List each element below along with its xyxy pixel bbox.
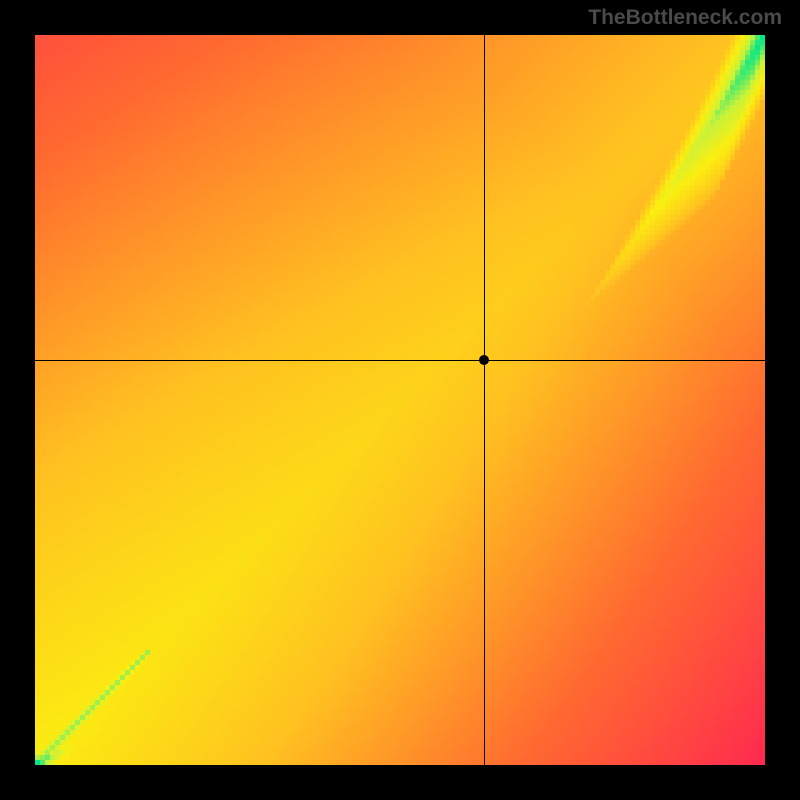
heatmap-chart (35, 35, 765, 765)
crosshair-marker-dot (479, 355, 489, 365)
crosshair-horizontal (35, 360, 765, 361)
watermark-text: TheBottleneck.com (588, 6, 782, 30)
heatmap-canvas (35, 35, 765, 765)
crosshair-vertical (484, 35, 485, 765)
